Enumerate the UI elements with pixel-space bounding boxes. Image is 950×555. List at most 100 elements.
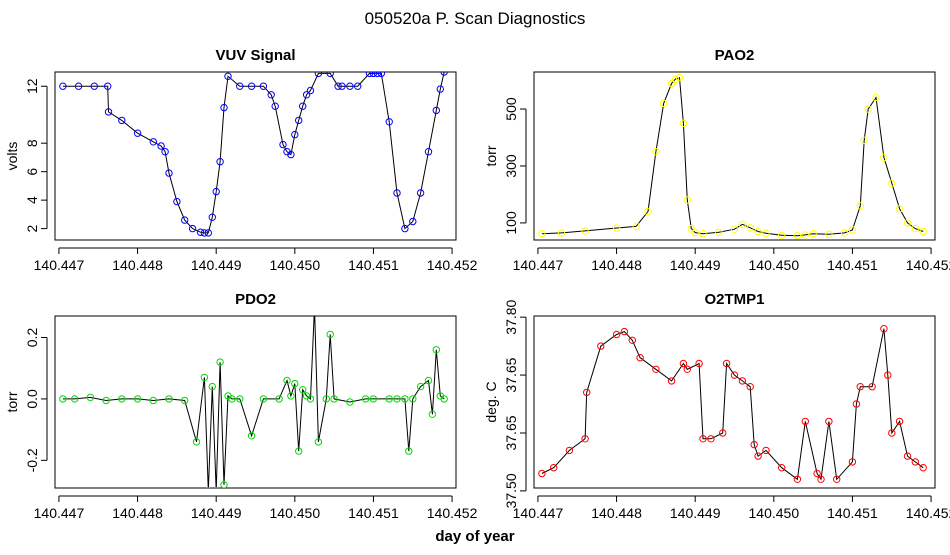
pao2-data-point: [856, 202, 864, 210]
vuv-plot-frame: [54, 71, 457, 241]
vuv-x-tick-label: 140.450: [270, 257, 321, 273]
o2tmp1-data-point: [683, 365, 691, 373]
vuv-x-tick-label: 140.448: [112, 257, 163, 273]
o2tmp1-data-point: [612, 330, 621, 339]
o2tmp1-y-tick-label: 37.65: [503, 357, 519, 392]
pao2-title: PAO2: [715, 47, 755, 64]
vuv-x-tick-label: 140.451: [348, 257, 399, 273]
vuv-data-point: [204, 229, 213, 237]
vuv-data-point: [377, 72, 385, 78]
pdo2-y-tick-label: 0.2: [24, 328, 40, 348]
pao2-data-point: [715, 228, 723, 237]
pao2-data-point: [671, 75, 680, 83]
o2tmp1-data-point: [884, 371, 892, 379]
figure-title: 050520a P. Scan Diagnostics: [365, 9, 586, 28]
vuv-data-point: [181, 216, 189, 224]
o2tmp1-data-point: [722, 359, 731, 368]
vuv-y-tick-label: 2: [24, 225, 40, 233]
pdo2-data-point: [401, 395, 409, 403]
pdo2-data-point: [149, 396, 158, 405]
vuv-data-point: [393, 189, 401, 197]
pdo2-data-point: [405, 447, 413, 455]
pdo2-data-point: [361, 395, 370, 403]
pdo2-x-tick-label: 140.450: [270, 505, 321, 521]
pao2-data-point: [778, 231, 786, 239]
pao2-data-point: [738, 220, 747, 229]
pao2-data-point: [746, 224, 754, 232]
o2tmp1-data-point: [679, 359, 688, 368]
vuv-data-point: [373, 72, 382, 78]
vuv-data-point: [90, 82, 99, 90]
o2tmp1-data-point: [880, 325, 888, 333]
pdo2-data-point: [369, 395, 378, 403]
vuv-data-point: [385, 118, 393, 126]
o2tmp1-x-tick-label: 140.447: [513, 505, 564, 521]
pao2-x-tick-label: 140.451: [827, 257, 878, 273]
pdo2-data-point: [416, 382, 425, 391]
vuv-data-point: [208, 213, 217, 221]
o2tmp1-data-point: [550, 464, 558, 472]
pdo2-series-line: [62, 316, 445, 488]
pdo2-data-point: [385, 395, 393, 403]
vuv-data-point: [279, 140, 287, 149]
vuv-data-point: [247, 82, 256, 90]
vuv-data-point: [212, 187, 220, 196]
pao2-data-point: [888, 179, 896, 187]
o2tmp1-data-point: [919, 464, 927, 472]
pao2-data-point: [538, 230, 546, 238]
pdo2-plot-frame: [54, 315, 457, 489]
pdo2-data-point: [86, 393, 95, 402]
o2tmp1-data-point: [620, 327, 629, 336]
vuv-data-point: [118, 116, 126, 125]
pao2-data-point: [919, 227, 927, 236]
o2tmp1-y-tick-label: 37.65: [503, 415, 519, 450]
global-x-axis-label: day of year: [435, 528, 514, 545]
pao2-data-point: [687, 224, 695, 233]
vuv-data-point: [220, 103, 228, 112]
pao2-x-tick-label: 140.447: [513, 257, 564, 273]
pao2-data-point: [683, 196, 691, 204]
o2tmp1-x-tick-label: 140.450: [749, 505, 800, 521]
pdo2-data-point: [424, 376, 433, 385]
vuv-data-point: [104, 108, 113, 116]
pdo2-data-point: [200, 373, 209, 382]
pao2-data-point: [840, 229, 849, 237]
vuv-y-axis-label: volts: [4, 142, 20, 171]
vuv-data-point: [409, 217, 417, 226]
vuv-data-point: [326, 72, 334, 78]
pdo2-data-point: [247, 432, 256, 440]
pao2-data-point: [699, 230, 707, 238]
o2tmp1-data-point: [628, 336, 636, 344]
o2tmp1-data-point: [730, 371, 739, 379]
pdo2-x-tick-label: 140.452: [427, 505, 478, 521]
o2tmp1-data-point: [778, 464, 786, 472]
o2tmp1-data-point: [581, 435, 589, 443]
pdo2-data-point: [216, 358, 224, 366]
vuv-data-point: [200, 229, 209, 237]
o2tmp1-data-point: [565, 446, 574, 455]
o2tmp1-data-point: [762, 446, 770, 455]
vuv-data-point: [287, 150, 295, 159]
pao2-data-point: [880, 153, 888, 162]
o2tmp1-panel: O2TMP1 140.447 140.448 140.449 140.450 140.45…: [483, 291, 950, 521]
pao2-data-point: [660, 99, 668, 108]
pdo2-y-tick-label: -0.2: [24, 448, 40, 472]
vuv-y-tick-label: 6: [24, 168, 40, 176]
vuv-panel: VUV Signal 140.447 140.448 140.449 140.450 14…: [4, 47, 478, 273]
pao2-data-point: [652, 148, 660, 156]
o2tmp1-y-axis-label: deg. C: [483, 381, 499, 422]
o2tmp1-data-point: [856, 383, 864, 391]
pdo2-data-point: [393, 395, 401, 403]
pdo2-data-point: [228, 395, 236, 403]
o2tmp1-data-point: [699, 435, 707, 443]
vuv-data-point: [346, 82, 354, 90]
pdo2-data-point: [208, 382, 217, 391]
vuv-data-point: [157, 142, 165, 150]
o2tmp1-y-tick-label: 37.80: [503, 299, 519, 334]
pdo2-data-point: [346, 398, 354, 406]
pdo2-data-point: [165, 395, 173, 403]
vuv-data-point: [314, 72, 323, 78]
pao2-data-point: [793, 232, 802, 240]
